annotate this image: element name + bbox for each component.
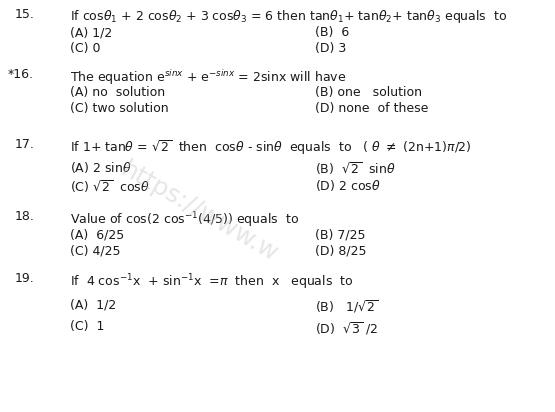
Text: (A) no  solution: (A) no solution bbox=[70, 86, 165, 99]
Text: (D) 3: (D) 3 bbox=[315, 42, 346, 55]
Text: (A) 1/2: (A) 1/2 bbox=[70, 26, 112, 39]
Text: (B) one   solution: (B) one solution bbox=[315, 86, 422, 99]
Text: (A)  1/2: (A) 1/2 bbox=[70, 298, 116, 311]
Text: 17.: 17. bbox=[15, 138, 35, 151]
Text: (C) $\sqrt{2}$  cos$\theta$: (C) $\sqrt{2}$ cos$\theta$ bbox=[70, 178, 150, 195]
Text: (B)  $\sqrt{2}$  sin$\theta$: (B) $\sqrt{2}$ sin$\theta$ bbox=[315, 160, 396, 177]
Text: (B)   1/$\sqrt{2}$: (B) 1/$\sqrt{2}$ bbox=[315, 298, 379, 315]
Text: *16.: *16. bbox=[8, 68, 34, 81]
Text: (B) 7/25: (B) 7/25 bbox=[315, 228, 366, 241]
Text: (C) two solution: (C) two solution bbox=[70, 102, 169, 115]
Text: (C) 4/25: (C) 4/25 bbox=[70, 244, 120, 257]
Text: 15.: 15. bbox=[15, 8, 35, 21]
Text: The equation e$^{sinx}$ + e$^{-sinx}$ = 2sinx will have: The equation e$^{sinx}$ + e$^{-sinx}$ = … bbox=[70, 68, 346, 87]
Text: (A)  6/25: (A) 6/25 bbox=[70, 228, 124, 241]
Text: 18.: 18. bbox=[15, 210, 35, 223]
Text: (D) 8/25: (D) 8/25 bbox=[315, 244, 366, 257]
Text: (D) 2 cos$\theta$: (D) 2 cos$\theta$ bbox=[315, 178, 381, 193]
Text: (C)  1: (C) 1 bbox=[70, 320, 104, 333]
Text: If cos$\theta_1$ + 2 cos$\theta_2$ + 3 cos$\theta_3$ = 6 then tan$\theta_1$+ tan: If cos$\theta_1$ + 2 cos$\theta_2$ + 3 c… bbox=[70, 8, 507, 25]
Text: (A) 2 sin$\theta$: (A) 2 sin$\theta$ bbox=[70, 160, 132, 175]
Text: If  4 cos$^{-1}$x  + sin$^{-1}$x  =$\pi$  then  x   equals  to: If 4 cos$^{-1}$x + sin$^{-1}$x =$\pi$ th… bbox=[70, 272, 354, 292]
Text: (B)  6: (B) 6 bbox=[315, 26, 349, 39]
Text: https://www.w: https://www.w bbox=[117, 157, 282, 267]
Text: 19.: 19. bbox=[15, 272, 35, 285]
Text: (C) 0: (C) 0 bbox=[70, 42, 100, 55]
Text: (D) none  of these: (D) none of these bbox=[315, 102, 428, 115]
Text: (D)  $\sqrt{3}$ /2: (D) $\sqrt{3}$ /2 bbox=[315, 320, 378, 337]
Text: Value of cos(2 cos$^{-1}$(4/5)) equals  to: Value of cos(2 cos$^{-1}$(4/5)) equals t… bbox=[70, 210, 299, 229]
Text: If 1+ tan$\theta$ = $\sqrt{2}$  then  cos$\theta$ - sin$\theta$  equals  to   ( : If 1+ tan$\theta$ = $\sqrt{2}$ then cos$… bbox=[70, 138, 472, 157]
